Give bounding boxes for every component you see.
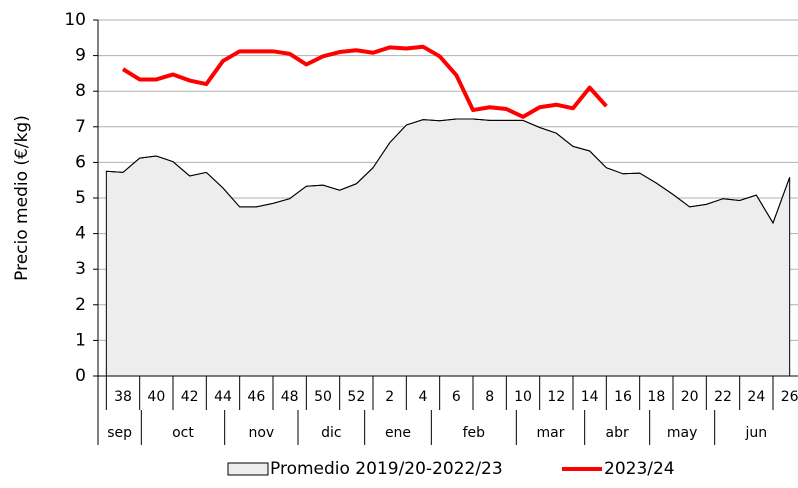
legend-label: 2023/24 — [604, 459, 675, 479]
x-tick-label: 48 — [281, 389, 299, 405]
x-tick-label: 14 — [581, 389, 599, 405]
legend-label: Promedio 2019/20-2022/23 — [270, 459, 503, 479]
x-tick-label: 42 — [181, 389, 199, 405]
x-tick-label: 4 — [419, 389, 428, 405]
y-axis-label: Precio medio (€/kg) — [12, 115, 32, 281]
y-tick-label: 2 — [75, 295, 86, 315]
x-tick-label: 10 — [514, 389, 532, 405]
x-tick-label: 2 — [385, 389, 394, 405]
y-tick-label: 0 — [75, 366, 86, 386]
y-tick-label: 3 — [75, 259, 86, 279]
area-line — [106, 118, 791, 225]
x-tick-label: 40 — [147, 389, 165, 405]
month-label: mar — [537, 425, 565, 441]
month-label: may — [667, 425, 698, 441]
y-tick-label: 4 — [75, 224, 86, 244]
x-tick-label: 24 — [747, 389, 765, 405]
x-tick-label: 12 — [547, 389, 565, 405]
x-tick-label: 6 — [452, 389, 461, 405]
month-label: abr — [606, 425, 629, 441]
y-tick-label: 5 — [75, 188, 86, 208]
x-tick-label: 20 — [681, 389, 699, 405]
y-tick-label: 9 — [75, 46, 86, 66]
x-tick-label: 16 — [614, 389, 632, 405]
month-label: sep — [107, 425, 132, 441]
x-tick-label: 52 — [347, 389, 365, 405]
month-label: nov — [248, 425, 274, 441]
month-label: oct — [172, 425, 194, 441]
x-tick-label: 22 — [714, 389, 732, 405]
x-tick-label: 26 — [781, 389, 798, 405]
area-fill — [105, 118, 791, 377]
x-tick-label: 44 — [214, 389, 232, 405]
y-tick-label: 8 — [75, 81, 86, 101]
month-label: feb — [463, 425, 486, 441]
legend-swatch — [227, 462, 269, 476]
x-tick-label: 50 — [314, 389, 332, 405]
x-tick-label: 18 — [647, 389, 665, 405]
x-tick-label: 46 — [247, 389, 265, 405]
month-label: dic — [321, 425, 341, 441]
y-tick-label: 6 — [75, 152, 86, 172]
month-label: ene — [385, 425, 411, 441]
y-tick-label: 1 — [75, 330, 86, 350]
y-tick-label: 7 — [75, 117, 86, 137]
y-tick-label: 10 — [64, 10, 86, 30]
line — [121, 44, 608, 119]
x-tick-label: 8 — [485, 389, 494, 405]
x-tick-label: 38 — [114, 389, 132, 405]
month-label: jun — [745, 425, 768, 441]
